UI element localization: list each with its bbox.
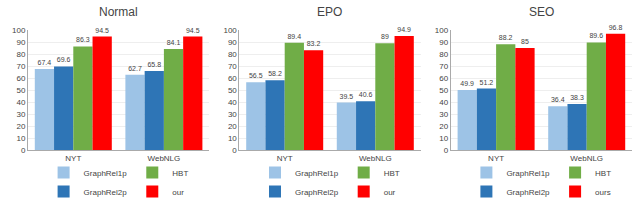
svg-text:38.3: 38.3: [570, 94, 584, 101]
svg-text:85: 85: [521, 38, 529, 45]
svg-text:GraphRel2p: GraphRel2p: [295, 188, 339, 197]
svg-text:10: 10: [228, 134, 237, 143]
svg-text:0: 0: [21, 146, 26, 155]
svg-text:60: 60: [228, 74, 237, 83]
svg-text:70: 70: [228, 62, 237, 71]
svg-text:70: 70: [16, 62, 25, 71]
svg-text:50: 50: [439, 86, 448, 95]
svg-text:NYT: NYT: [277, 154, 293, 163]
svg-text:WebNLG: WebNLG: [148, 154, 181, 163]
svg-text:30: 30: [228, 110, 237, 119]
svg-text:30: 30: [439, 110, 448, 119]
svg-text:0: 0: [232, 146, 237, 155]
svg-text:GraphRel2p: GraphRel2p: [84, 188, 128, 197]
svg-text:100: 100: [435, 26, 449, 35]
svg-text:60: 60: [16, 74, 25, 83]
svg-text:10: 10: [439, 134, 448, 143]
svg-text:NYT: NYT: [488, 154, 504, 163]
svg-text:36.4: 36.4: [551, 96, 565, 103]
svg-text:our: our: [172, 188, 184, 197]
svg-text:58.2: 58.2: [268, 70, 282, 77]
svg-text:100: 100: [12, 26, 26, 35]
svg-text:70: 70: [439, 62, 448, 71]
svg-text:NYT: NYT: [65, 154, 81, 163]
svg-text:50: 50: [16, 86, 25, 95]
svg-text:90: 90: [16, 38, 25, 47]
svg-text:96.8: 96.8: [609, 24, 623, 31]
svg-text:30: 30: [16, 110, 25, 119]
svg-text:100: 100: [223, 26, 237, 35]
svg-text:89.6: 89.6: [589, 32, 603, 39]
svg-text:GraphRel1p: GraphRel1p: [295, 169, 339, 178]
svg-text:HBT: HBT: [595, 169, 611, 178]
svg-text:94.5: 94.5: [186, 27, 200, 34]
svg-text:20: 20: [228, 122, 237, 131]
svg-text:SEO: SEO: [529, 5, 554, 19]
svg-text:60: 60: [439, 74, 448, 83]
svg-text:86.3: 86.3: [76, 36, 90, 43]
svg-text:WebNLG: WebNLG: [570, 154, 603, 163]
svg-text:65.8: 65.8: [147, 61, 161, 68]
svg-text:50: 50: [228, 86, 237, 95]
svg-text:0: 0: [444, 146, 449, 155]
svg-text:90: 90: [228, 38, 237, 47]
svg-text:40: 40: [228, 98, 237, 107]
svg-text:Normal: Normal: [99, 5, 138, 19]
svg-text:80: 80: [439, 50, 448, 59]
svg-text:39.5: 39.5: [340, 93, 354, 100]
svg-text:62.7: 62.7: [128, 65, 142, 72]
svg-text:89: 89: [381, 33, 389, 40]
svg-text:56.5: 56.5: [249, 72, 263, 79]
svg-text:GraphRel1p: GraphRel1p: [84, 169, 128, 178]
svg-text:67.4: 67.4: [38, 59, 52, 66]
svg-text:our: our: [384, 188, 396, 197]
svg-text:40.6: 40.6: [359, 91, 373, 98]
svg-text:69.6: 69.6: [57, 56, 71, 63]
svg-text:GraphRel2p: GraphRel2p: [506, 188, 550, 197]
svg-text:20: 20: [16, 122, 25, 131]
svg-text:51.2: 51.2: [480, 79, 494, 86]
svg-text:WebNLG: WebNLG: [359, 154, 392, 163]
svg-text:83.2: 83.2: [307, 40, 321, 47]
svg-text:80: 80: [228, 50, 237, 59]
svg-text:GraphRel1p: GraphRel1p: [506, 169, 550, 178]
svg-text:94.9: 94.9: [397, 26, 411, 33]
svg-text:84.1: 84.1: [167, 39, 181, 46]
svg-text:ours: ours: [595, 188, 611, 197]
svg-text:40: 40: [439, 98, 448, 107]
svg-text:90: 90: [439, 38, 448, 47]
svg-text:HBT: HBT: [172, 169, 188, 178]
svg-text:88.2: 88.2: [499, 34, 513, 41]
svg-text:HBT: HBT: [384, 169, 400, 178]
svg-text:EPO: EPO: [317, 5, 342, 19]
svg-text:40: 40: [16, 98, 25, 107]
svg-text:49.9: 49.9: [460, 80, 474, 87]
svg-text:94.5: 94.5: [95, 27, 109, 34]
svg-text:20: 20: [439, 122, 448, 131]
svg-text:10: 10: [16, 134, 25, 143]
svg-text:89.4: 89.4: [287, 33, 301, 40]
svg-text:80: 80: [16, 50, 25, 59]
